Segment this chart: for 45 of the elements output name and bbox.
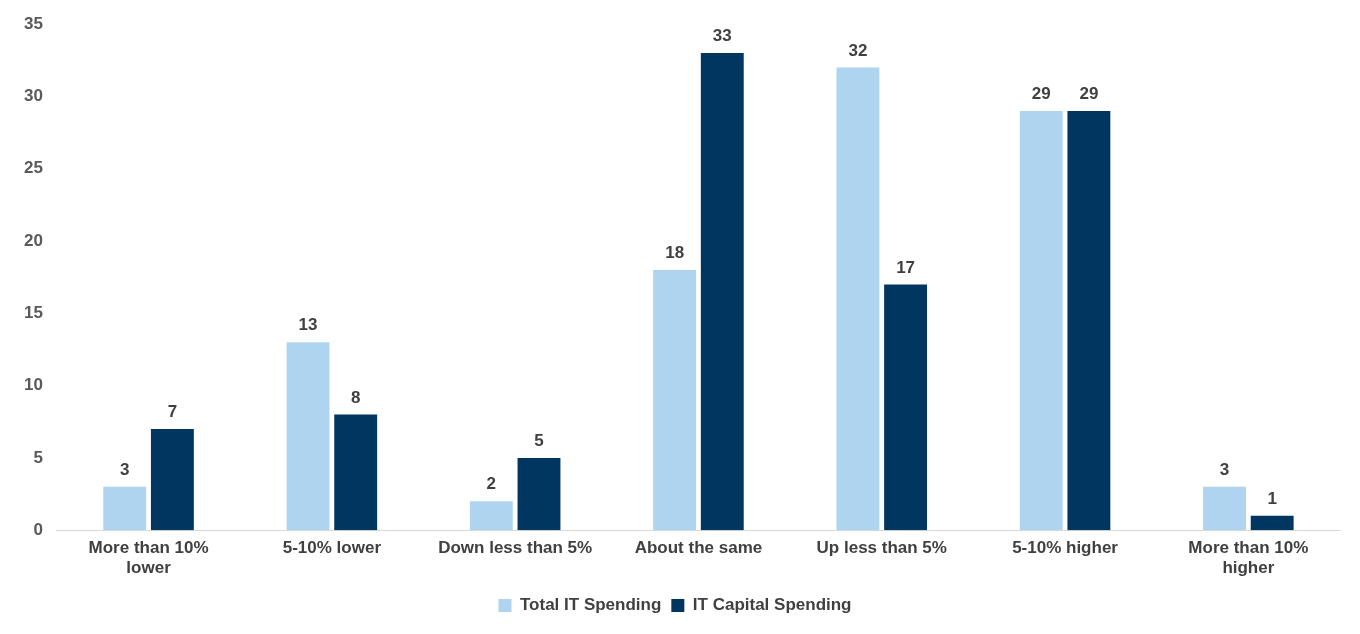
y-tick-label: 25 [23, 158, 43, 178]
data-label: 33 [712, 26, 732, 46]
data-label: 13 [298, 315, 318, 335]
y-tick-label: 15 [23, 303, 43, 323]
data-label: 7 [167, 402, 178, 422]
data-label: 8 [350, 387, 361, 407]
bar [1203, 486, 1246, 531]
y-tick-label: 5 [33, 447, 43, 467]
bar [469, 501, 513, 531]
data-label: 18 [665, 243, 685, 263]
bar [517, 457, 561, 531]
bar [836, 67, 880, 531]
bar [334, 414, 378, 531]
x-tick-label: 5-10% higher [1012, 538, 1119, 558]
legend-label: Total IT Spending [520, 595, 662, 615]
y-tick-label: 10 [23, 375, 43, 395]
legend-label: IT Capital Spending [692, 595, 852, 615]
x-tick-label: About the same [634, 538, 763, 558]
bar [286, 342, 330, 531]
bar [103, 486, 147, 531]
data-label: 32 [848, 40, 868, 60]
x-tick-label: 5-10% lower [282, 538, 382, 558]
x-tick-label: More than 10% lower [88, 538, 209, 578]
y-tick-label: 35 [23, 13, 43, 33]
bar [1250, 515, 1294, 531]
data-label: 17 [896, 257, 916, 277]
bar [1019, 110, 1063, 531]
y-tick-label: 0 [33, 519, 43, 539]
data-label: 5 [534, 431, 544, 451]
bar [653, 269, 697, 531]
bar [150, 429, 194, 531]
data-label: 2 [486, 474, 497, 494]
bar [1067, 110, 1111, 531]
data-label: 3 [1219, 460, 1230, 480]
data-label: 1 [1267, 488, 1277, 508]
x-tick-label: More than 10% higher [1188, 538, 1309, 578]
data-label: 3 [120, 460, 130, 480]
x-tick-label: Up less than 5% [816, 538, 947, 558]
bar [700, 53, 744, 531]
data-label: 29 [1079, 84, 1099, 104]
y-tick-label: 20 [23, 230, 43, 250]
x-tick-label: Down less than 5% [438, 538, 593, 558]
bar [884, 284, 928, 531]
data-label: 29 [1031, 84, 1051, 104]
y-tick-label: 30 [23, 86, 43, 106]
